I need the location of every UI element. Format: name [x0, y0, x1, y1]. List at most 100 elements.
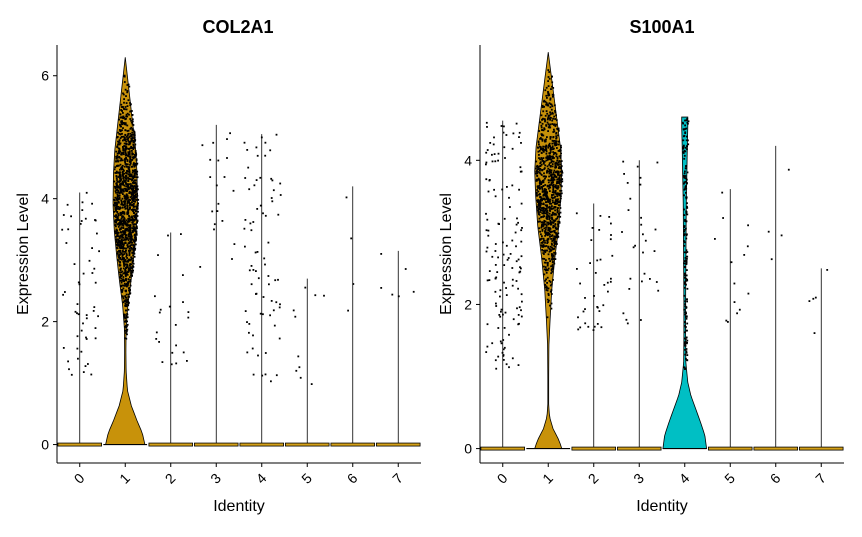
- data-point: [264, 154, 267, 157]
- data-point: [560, 144, 562, 147]
- data-point: [123, 179, 125, 182]
- data-point: [536, 199, 538, 202]
- data-point: [554, 171, 557, 174]
- data-point: [126, 184, 129, 187]
- data-point: [657, 289, 660, 292]
- data-point: [559, 207, 562, 209]
- data-point: [77, 357, 79, 360]
- data-point: [683, 154, 686, 157]
- data-point: [117, 197, 119, 200]
- data-point: [132, 200, 135, 202]
- data-point: [539, 198, 542, 201]
- data-point: [518, 188, 520, 191]
- data-point: [622, 160, 625, 163]
- data-point: [123, 257, 126, 260]
- data-point: [687, 120, 690, 123]
- data-point: [122, 284, 124, 287]
- data-point: [547, 85, 550, 87]
- data-point: [553, 262, 556, 265]
- data-point: [117, 214, 120, 217]
- data-point: [122, 112, 124, 114]
- data-point: [134, 187, 137, 190]
- data-point: [119, 207, 122, 209]
- data-point: [134, 215, 137, 218]
- data-point: [126, 228, 129, 230]
- data-point: [548, 184, 551, 186]
- data-point: [486, 218, 489, 221]
- data-point: [684, 313, 686, 316]
- data-point: [683, 331, 686, 334]
- data-point: [126, 281, 129, 284]
- data-point: [541, 207, 544, 209]
- data-point: [547, 94, 549, 97]
- data-point: [518, 131, 521, 134]
- data-point: [497, 355, 500, 358]
- data-point: [117, 254, 120, 257]
- data-point: [122, 236, 125, 239]
- data-point: [589, 262, 591, 264]
- data-point: [132, 223, 135, 226]
- data-point: [557, 207, 559, 209]
- data-point: [131, 185, 134, 188]
- data-point: [549, 222, 552, 225]
- data-point: [134, 150, 137, 152]
- data-point: [521, 300, 523, 303]
- data-point: [558, 175, 561, 177]
- data-point: [541, 147, 544, 150]
- data-point: [544, 249, 546, 252]
- data-point: [486, 345, 489, 348]
- data-point: [551, 199, 554, 202]
- data-point: [640, 223, 643, 226]
- data-point: [551, 142, 554, 145]
- data-point: [502, 348, 505, 351]
- y-tick-label: 4: [41, 191, 49, 207]
- data-point: [131, 184, 134, 187]
- data-point: [94, 281, 97, 284]
- data-point: [125, 273, 128, 276]
- data-point: [120, 244, 123, 247]
- data-point: [554, 258, 557, 260]
- data-point: [125, 152, 127, 155]
- data-point: [248, 269, 251, 272]
- data-point: [684, 150, 687, 153]
- data-point: [499, 340, 502, 343]
- data-point: [685, 178, 688, 181]
- data-point: [686, 205, 688, 208]
- data-point: [551, 256, 554, 259]
- data-point: [552, 95, 554, 98]
- data-point: [134, 247, 137, 250]
- data-point: [117, 171, 120, 174]
- data-point: [551, 201, 554, 204]
- violin-3-points: [621, 160, 660, 325]
- data-point: [119, 276, 122, 278]
- data-point: [497, 159, 499, 162]
- data-point: [120, 168, 123, 171]
- data-point: [133, 132, 136, 134]
- data-point: [223, 176, 226, 178]
- data-point: [557, 232, 560, 235]
- data-point: [536, 179, 539, 181]
- data-point: [546, 238, 549, 241]
- data-point: [539, 199, 542, 202]
- data-point: [493, 188, 495, 191]
- data-point: [126, 273, 129, 276]
- data-point: [541, 138, 543, 141]
- data-point: [555, 119, 558, 122]
- data-point: [124, 106, 127, 108]
- data-point: [123, 184, 126, 187]
- data-point: [127, 139, 130, 142]
- data-point: [130, 256, 133, 259]
- data-point: [542, 162, 545, 165]
- data-point: [130, 192, 133, 195]
- data-point: [67, 360, 69, 363]
- x-tick-label: 1: [539, 470, 556, 487]
- data-point: [132, 124, 135, 126]
- data-point: [535, 165, 538, 168]
- data-point: [118, 149, 121, 151]
- data-point: [119, 171, 121, 174]
- data-point: [551, 191, 554, 194]
- data-point: [127, 129, 130, 132]
- data-point: [545, 103, 547, 106]
- data-point: [559, 170, 562, 173]
- data-point: [632, 246, 635, 249]
